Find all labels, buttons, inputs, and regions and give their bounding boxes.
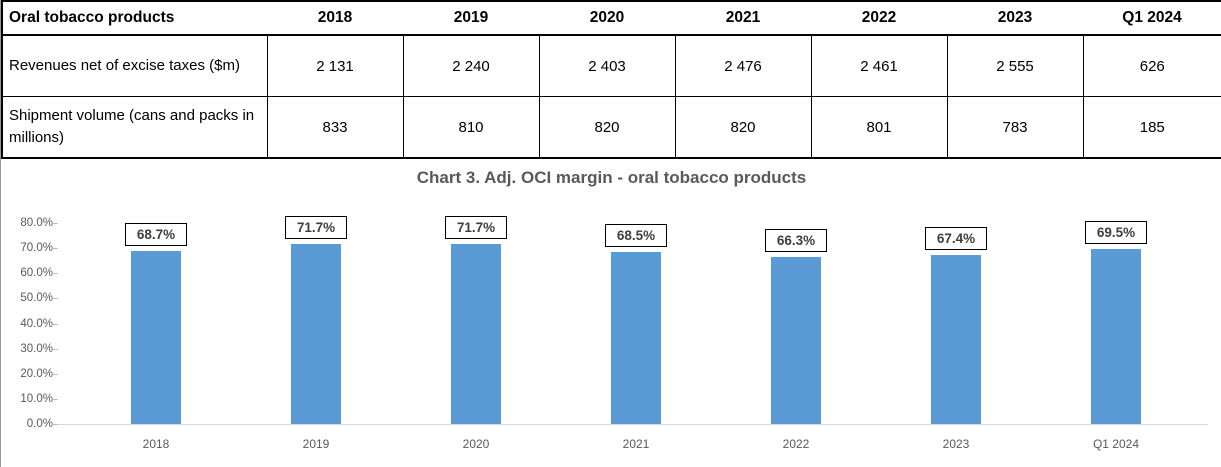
y-axis-tick-mark <box>51 323 58 325</box>
table-cell: 783 <box>946 96 1084 159</box>
y-axis-tick-mark <box>51 273 58 275</box>
table-row-shipment-volume: Shipment volume (cans and packs in milli… <box>1 96 1221 159</box>
y-axis-tick-label: 70.0% <box>20 242 53 255</box>
y-axis-tick-label: 50.0% <box>20 292 53 305</box>
oral-tobacco-data-table: Oral tobacco products 2018 2019 2020 202… <box>1 0 1221 159</box>
table-cell: 2 476 <box>674 34 812 97</box>
col-header-2020: 2020 <box>539 1 675 36</box>
bar-2023 <box>931 254 981 424</box>
table-row-revenues: Revenues net of excise taxes ($m) 2 131 … <box>1 34 1221 97</box>
x-axis-tick-label: 2023 <box>942 437 970 451</box>
x-axis-tick-label: 2020 <box>462 437 490 451</box>
y-axis-tick-label: 40.0% <box>20 317 53 330</box>
x-axis-tick-label: 2019 <box>302 437 330 451</box>
table-cell: 2 131 <box>266 34 404 97</box>
col-header-2023: 2023 <box>947 1 1083 36</box>
bar-2022 <box>771 257 821 424</box>
table-cell: 2 555 <box>946 34 1084 97</box>
x-axis-tick-label: Q1 2024 <box>1092 437 1140 451</box>
col-header-2019: 2019 <box>403 1 539 36</box>
bar-2020 <box>451 243 501 424</box>
table-cell: 820 <box>674 96 812 159</box>
x-axis-tick-label: 2021 <box>622 437 650 451</box>
table-cell: 833 <box>266 96 404 159</box>
table-cell: 820 <box>538 96 676 159</box>
row-label-revenues: Revenues net of excise taxes ($m) <box>1 34 268 97</box>
x-axis-line <box>58 424 1208 425</box>
bar-data-label: 71.7% <box>285 215 347 239</box>
col-header-2018: 2018 <box>267 1 403 36</box>
y-axis-tick-label: 0.0% <box>26 418 53 430</box>
row-label-shipment-volume: Shipment volume (cans and packs in milli… <box>1 96 268 159</box>
table-header-row: Oral tobacco products 2018 2019 2020 202… <box>2 1 1221 36</box>
bar-Q1 2024 <box>1091 249 1141 424</box>
table-cell: 2 461 <box>810 34 948 97</box>
table-cell: 801 <box>810 96 948 159</box>
y-axis-tick-label: 80.0% <box>20 217 53 229</box>
y-axis-tick-mark <box>51 398 58 400</box>
bar-data-label: 67.4% <box>925 226 987 250</box>
y-axis-tick-label: 20.0% <box>20 367 53 380</box>
bar-data-label: 68.5% <box>605 223 667 247</box>
chart-title: Chart 3. Adj. OCI margin - oral tobacco … <box>416 168 807 187</box>
y-axis-tick-label: 60.0% <box>20 267 53 280</box>
y-axis-tick-mark <box>51 373 58 375</box>
y-axis-tick-mark <box>51 348 58 350</box>
y-axis-tick-mark <box>51 298 58 300</box>
bar-data-label: 69.5% <box>1085 221 1147 245</box>
y-axis-tick-mark <box>51 223 58 224</box>
table-cell: 2 403 <box>538 34 676 97</box>
table-title-cell: Oral tobacco products <box>2 1 267 36</box>
col-header-2022: 2022 <box>811 1 947 36</box>
table-cell: 626 <box>1082 34 1221 97</box>
col-header-2021: 2021 <box>675 1 811 36</box>
bar-2019 <box>291 243 341 424</box>
bar-data-label: 66.3% <box>765 229 827 253</box>
y-axis-tick-mark <box>51 248 58 250</box>
x-axis-tick-label: 2018 <box>142 437 170 451</box>
bar-data-label: 68.7% <box>125 223 187 247</box>
table-cell: 185 <box>1082 96 1221 159</box>
y-axis-tick-label: 10.0% <box>20 392 53 405</box>
y-axis-tick-mark <box>51 424 58 425</box>
bar-2021 <box>611 251 661 424</box>
bar-2018 <box>131 251 181 424</box>
table-cell: 2 240 <box>402 34 540 97</box>
y-axis-tick-label: 30.0% <box>20 342 53 355</box>
bar-data-label: 71.7% <box>445 215 507 239</box>
x-axis-tick-label: 2022 <box>782 437 810 451</box>
table-cell: 810 <box>402 96 540 159</box>
col-header-q1-2024: Q1 2024 <box>1083 1 1221 36</box>
